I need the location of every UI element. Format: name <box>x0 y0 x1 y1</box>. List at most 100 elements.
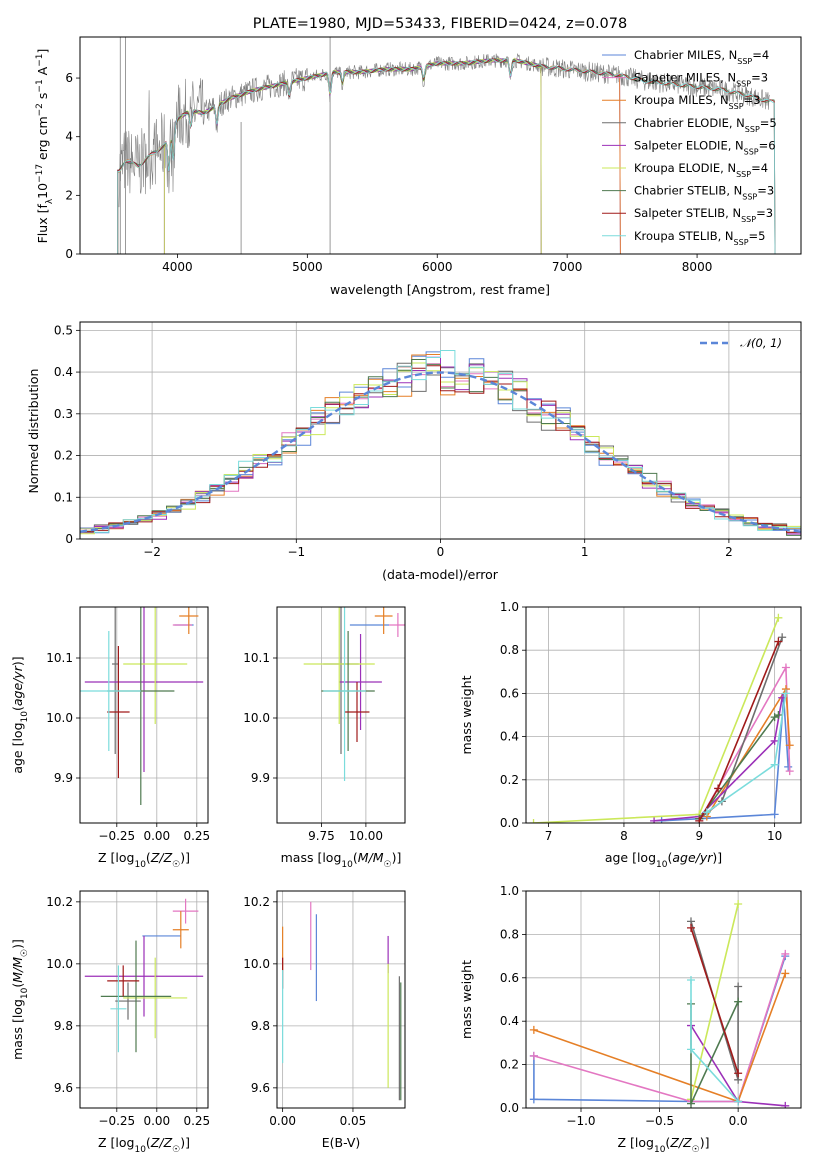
series-chabrier-elodie-marker <box>778 633 787 642</box>
errorbar-salpeter-elodie <box>84 935 204 1017</box>
y-tick-label: 0.6 <box>500 971 519 985</box>
y-tick-label: 9.8 <box>54 1019 73 1033</box>
series-kroupa-stelib-marker <box>702 808 711 817</box>
x-tick-label: 8 <box>620 829 628 843</box>
x-axis-label: (data-model)/error <box>382 567 499 582</box>
model-kroupa-elodie <box>163 58 542 254</box>
errorbar-kroupa-stelib <box>110 965 127 1053</box>
legend: Chabrier MILES, NSSP=4 Salpeter MILES, NS… <box>602 48 777 246</box>
series-salpeter-miles-marker <box>785 767 794 776</box>
y-tick-label: 4 <box>65 130 73 144</box>
x-tick-label: 0.00 <box>269 1114 296 1128</box>
plot-area <box>84 898 204 1053</box>
errorbar-kroupa-miles <box>374 607 393 634</box>
series-kroupa-miles-marker <box>785 741 794 750</box>
data-spectrum <box>118 53 770 208</box>
series-salpeter-elodie-marker <box>770 736 779 745</box>
y-axis-label: mass weight <box>459 675 474 754</box>
hist-salpeter-elodie <box>80 356 801 535</box>
x-tick-label: −2 <box>143 545 161 559</box>
panel-age-vs-mass: 9.75 10.00 9.9 10.0 10.1 mass [log10(M/M☉)] <box>243 606 406 870</box>
x-tick-label: 0.00 <box>143 1114 170 1128</box>
y-tick-label: 0.4 <box>54 365 73 379</box>
hist-salpeter-stelib <box>80 365 801 533</box>
series-salpeter-stelib-marker <box>734 1069 743 1078</box>
y-tick-label: 0 <box>65 532 73 546</box>
errorbar-chabrier-stelib <box>100 940 172 1053</box>
panel-residuals: −2 −1 0 1 2 0 0.1 0.2 0.3 0.4 0.5 (data-model)/erro… <box>26 321 802 582</box>
plot-area <box>529 900 790 1108</box>
y-tick-label: 0.8 <box>500 927 519 941</box>
y-tick-label: 0.8 <box>500 643 519 657</box>
series-kroupa-stelib-marker <box>734 1097 743 1106</box>
series-salpeter-stelib-line <box>698 641 780 822</box>
y-tick-label: 0.0 <box>500 816 519 830</box>
y-tick-label: 10.1 <box>243 651 270 665</box>
panel-mass-vs-EBV: 0.00 0.05 9.6 9.8 10.0 10.2 E(B-V) <box>243 890 406 1150</box>
series-chabrier-elodie-marker <box>734 982 743 991</box>
y-tick-label: 1.0 <box>500 884 519 898</box>
x-tick-label: 9 <box>695 829 703 843</box>
y-tick-label: 10.0 <box>46 711 73 725</box>
errorbar-chabrier-elodie <box>112 607 119 754</box>
y-tick-label: 10.0 <box>46 957 73 971</box>
panel-age-vs-Z: −0.25 0.00 0.25 9.9 10.0 10.1 age [log10(age/y… <box>10 606 210 870</box>
series-salpeter-stelib <box>687 923 743 1078</box>
series-chabrier-miles <box>657 693 793 823</box>
errorbar-salpeter-miles <box>389 613 405 637</box>
errorbar-kroupa-miles <box>179 607 199 634</box>
series-chabrier-stelib <box>687 997 743 1108</box>
y-tick-label: 0.6 <box>500 686 519 700</box>
x-tick-label: 0.00 <box>143 829 170 843</box>
panel-mass-vs-Z: −0.25 0.00 0.25 9.6 9.8 10.0 10.2 mass [log10(M… <box>10 890 210 1155</box>
series-chabrier-stelib-line <box>698 714 779 820</box>
series-kroupa-elodie-line <box>533 617 780 823</box>
x-tick-label: −1 <box>287 545 305 559</box>
x-tick-label: 2 <box>725 545 733 559</box>
legend-entry-salpeter-elodie: Salpeter ELODIE, NSSP=6 <box>634 138 776 156</box>
series-kroupa-miles-marker <box>781 969 790 978</box>
x-axis-label: wavelength [Angstrom, rest frame] <box>330 282 550 297</box>
model-salpeter-stelib <box>117 58 776 254</box>
x-tick-label: 0.25 <box>183 829 210 843</box>
x-tick-label: 6000 <box>422 260 453 274</box>
series-kroupa-elodie-marker <box>529 819 538 823</box>
series-salpeter-stelib-marker <box>687 923 695 932</box>
axes-frame <box>79 606 209 824</box>
y-tick-label: 0.4 <box>500 730 519 744</box>
series-salpeter-stelib <box>695 637 783 823</box>
y-tick-label: 10.0 <box>243 711 270 725</box>
x-axis-label: Z [log10(Z/Z☉)] <box>618 1135 710 1155</box>
model-salpeter-elodie <box>163 58 542 254</box>
series-kroupa-elodie-marker <box>734 900 743 909</box>
x-axis-label: Z [log10(Z/Z☉)] <box>98 1135 190 1155</box>
x-tick-label: −1.0 <box>566 1114 595 1128</box>
y-axis-label: Normed distribution <box>26 369 41 494</box>
x-tick-label: −0.5 <box>645 1114 674 1128</box>
series-salpeter-stelib-marker <box>774 637 783 646</box>
series-chabrier-miles-marker <box>529 1095 538 1104</box>
panel-mass-weight-vs-age: 7 8 9 10 0.0 0.2 0.4 0.6 0.8 1.0 mass weight age [l… <box>459 600 802 870</box>
axes-frame <box>276 890 406 1109</box>
legend-entry-salpeter-stelib: Salpeter STELIB, NSSP=3 <box>634 206 773 224</box>
series-chabrier-miles-marker <box>784 762 793 771</box>
legend: 𝒩(0, 1) <box>700 336 782 350</box>
y-tick-label: 0.3 <box>54 407 73 421</box>
errorbar-kroupa-stelib <box>80 631 141 751</box>
x-tick-label: 4000 <box>162 260 193 274</box>
y-tick-label: 2 <box>65 188 73 202</box>
y-tick-label: 9.9 <box>54 771 73 785</box>
plot-area <box>303 607 405 781</box>
legend-entry-normal: 𝒩(0, 1) <box>740 336 782 350</box>
series-salpeter-miles-marker <box>781 949 790 958</box>
errorbar-chabrier-elodie <box>115 982 141 1020</box>
series-salpeter-elodie-line <box>654 697 783 822</box>
series-kroupa-miles-marker <box>529 1025 538 1034</box>
y-axis-label: age [log10(age/yr)] <box>10 656 30 773</box>
model-kroupa-stelib <box>117 58 776 254</box>
hist-kroupa-stelib <box>80 350 801 533</box>
y-axis-label: Flux [fλ10−17 erg cm−2 s−1 A−1] <box>35 49 55 244</box>
series-salpeter-stelib-marker <box>695 816 704 823</box>
x-tick-label: 0.25 <box>183 1114 210 1128</box>
